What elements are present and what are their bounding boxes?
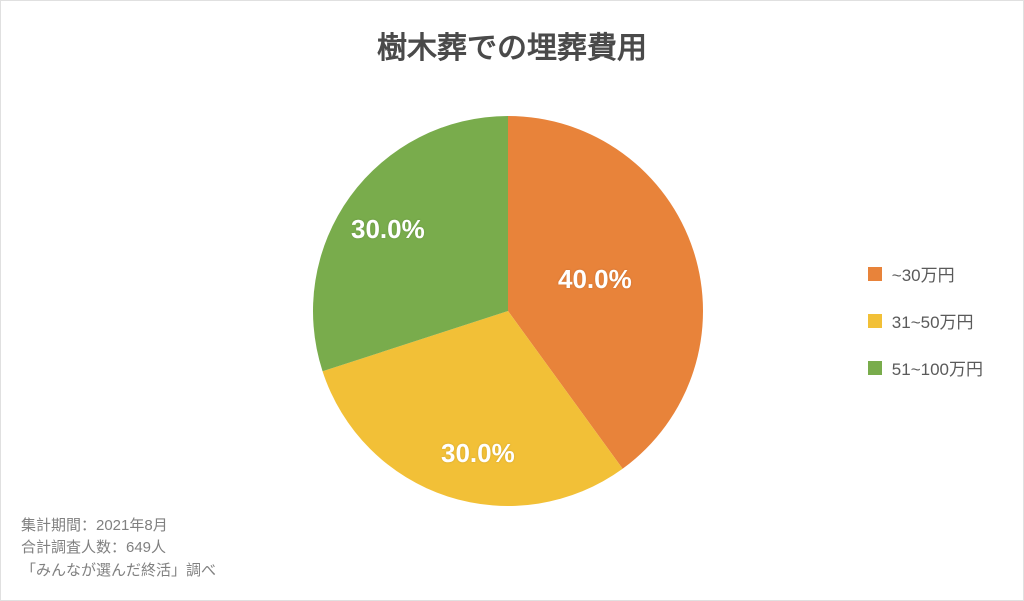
footer-notes: 集計期間：2021年8月 合計調査人数：649人 「みんなが選んだ終活」調べ [21,515,216,583]
slice-label-0: 40.0% [558,264,632,295]
legend-item-0: ~30万円 [868,261,983,286]
legend-swatch-0 [868,267,882,281]
legend-item-2: 51~100万円 [868,355,983,380]
legend-swatch-2 [868,361,882,375]
footer-line-0: 集計期間：2021年8月 [21,515,216,538]
slice-label-2: 30.0% [351,214,425,245]
legend-label-2: 51~100万円 [892,355,983,380]
chart-container: 樹木葬での埋葬費用 40.0% 30.0% 30.0% ~30万円 31~50万… [1,1,1023,600]
legend: ~30万円 31~50万円 51~100万円 [868,261,983,402]
footer-line-1: 合計調査人数：649人 [21,537,216,560]
chart-title: 樹木葬での埋葬費用 [1,23,1023,67]
legend-item-1: 31~50万円 [868,308,983,333]
slice-label-1: 30.0% [441,438,515,469]
legend-swatch-1 [868,314,882,328]
legend-label-0: ~30万円 [892,261,955,286]
footer-line-2: 「みんなが選んだ終活」調べ [21,560,216,583]
legend-label-1: 31~50万円 [892,308,974,333]
pie-chart: 40.0% 30.0% 30.0% [313,116,703,506]
